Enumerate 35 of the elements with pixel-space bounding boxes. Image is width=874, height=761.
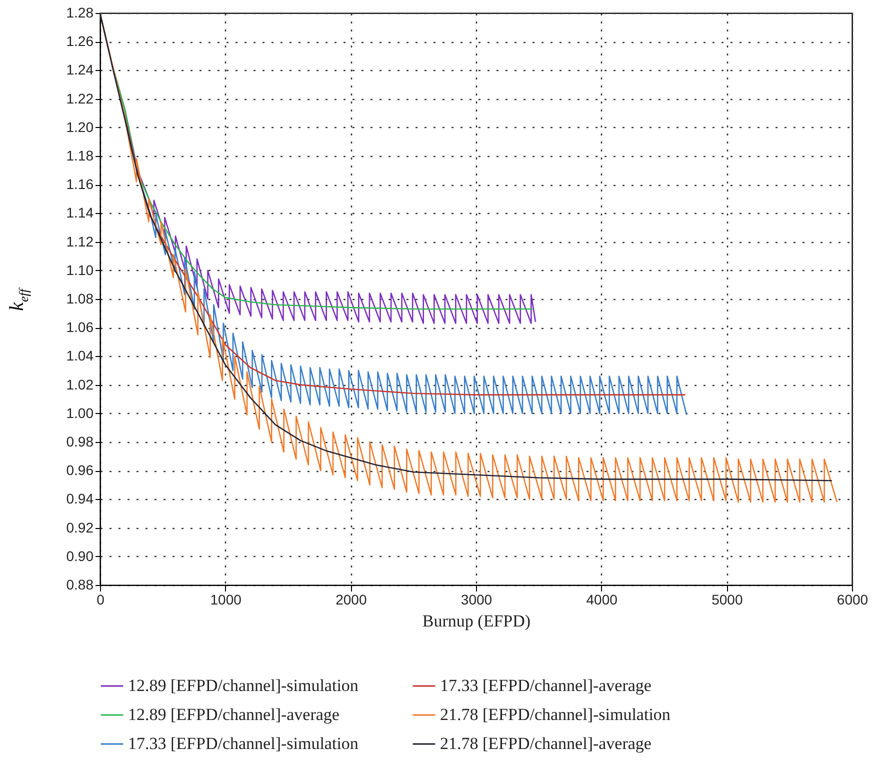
legend-label: 21.78 [EFPD/channel]-average xyxy=(440,734,652,753)
y-tick-label: 0.92 xyxy=(66,519,94,536)
y-tick-label: 1.06 xyxy=(66,319,94,336)
y-tick-label: 1.14 xyxy=(66,204,94,221)
x-tick-label: 6000 xyxy=(836,592,868,608)
y-tick-label: 1.02 xyxy=(66,376,94,392)
y-tick-label: 0.90 xyxy=(66,548,94,564)
x-tick-label: 5000 xyxy=(712,592,743,608)
y-tick-label: 1.04 xyxy=(66,348,94,364)
y-tick-label: 0.98 xyxy=(66,434,94,450)
y-tick-label: 0.88 xyxy=(66,576,94,592)
y-tick-label: 1.00 xyxy=(66,404,94,421)
y-tick-label: 1.22 xyxy=(66,90,94,106)
x-tick-label: 1000 xyxy=(210,592,242,608)
legend-label: 17.33 [EFPD/channel]-simulation xyxy=(128,734,359,753)
legend-label: 12.89 [EFPD/channel]-simulation xyxy=(128,676,359,695)
legend-label: 12.89 [EFPD/channel]-average xyxy=(128,705,340,724)
y-tick-label: 1.16 xyxy=(66,176,94,192)
y-tick-label: 1.28 xyxy=(66,4,94,20)
y-tick-label: 1.24 xyxy=(66,62,94,78)
x-tick-label: 2000 xyxy=(336,592,367,608)
x-axis-title: Burnup (EFPD) xyxy=(422,612,531,630)
y-tick-label: 0.96 xyxy=(66,462,94,478)
y-tick-label: 1.08 xyxy=(66,290,94,306)
y-tick-label: 1.12 xyxy=(66,233,94,250)
x-tick-label: 0 xyxy=(96,592,105,608)
x-tick-label: 3000 xyxy=(460,592,492,608)
legend-label: 17.33 [EFPD/channel]-average xyxy=(440,676,652,695)
x-tick-label: 4000 xyxy=(586,592,618,608)
legend-label: 21.78 [EFPD/channel]-simulation xyxy=(440,705,671,724)
y-tick-label: 1.20 xyxy=(66,118,94,135)
y-tick-label: 0.94 xyxy=(66,490,94,507)
y-tick-label: 1.26 xyxy=(66,33,94,50)
y-tick-label: 1.18 xyxy=(66,148,94,164)
y-tick-label: 1.10 xyxy=(66,262,94,278)
